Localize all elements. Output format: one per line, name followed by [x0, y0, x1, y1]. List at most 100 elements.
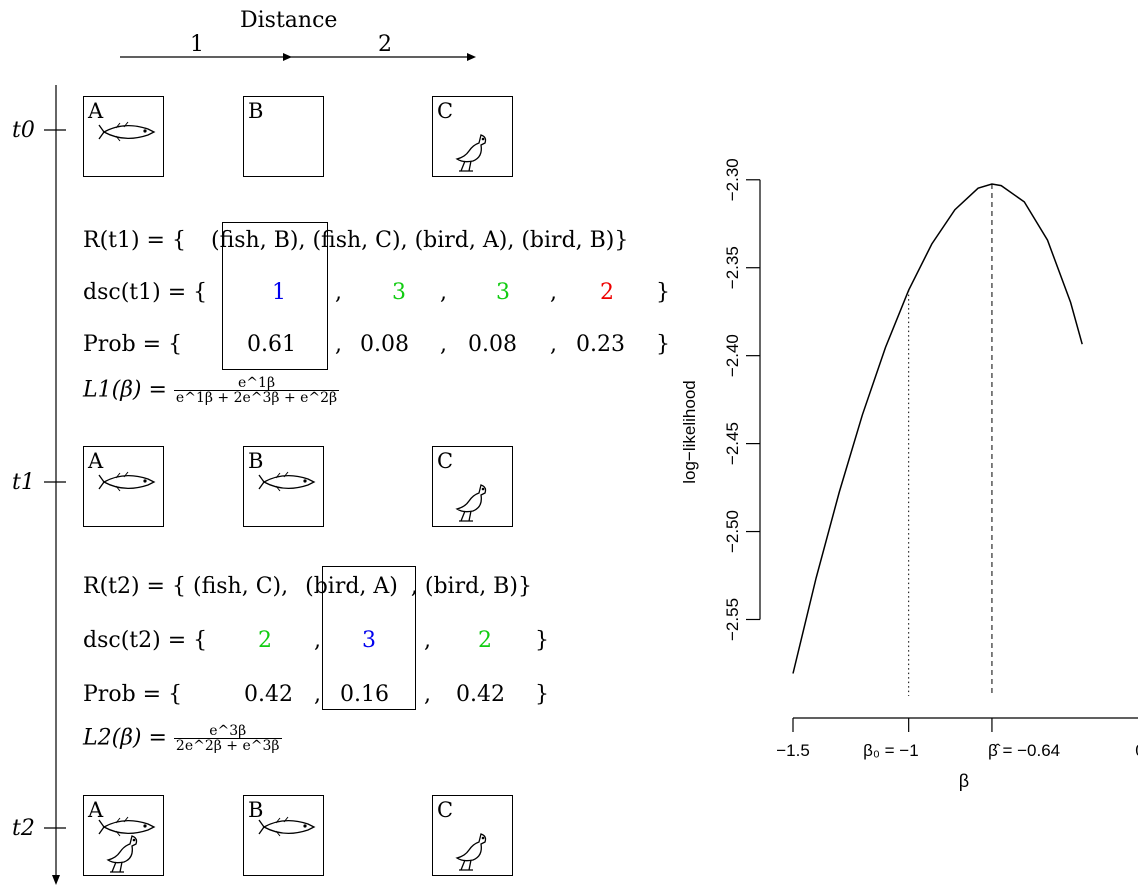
selected-event-t1-box [222, 222, 328, 370]
dsc-value: 2 [478, 628, 492, 653]
likelihood-t2-numerator: e^3β [173, 724, 282, 739]
likelihood-t1-numerator: e^1β [173, 376, 340, 391]
distance-title: Distance [240, 8, 338, 33]
log-likelihood-curve [792, 183, 1083, 674]
y-tick-label: −2.40 [723, 334, 742, 377]
y-tick-label: −2.30 [723, 158, 742, 201]
risk-term: (fish, C) [193, 574, 282, 599]
prob-value: 0.42 [456, 682, 505, 707]
fish-icon [98, 471, 156, 492]
likelihood-t1: L1(β) = e^1β e^1β + 2e^3β + e^2β [83, 376, 340, 406]
prob-value: 0.16 [340, 682, 389, 707]
location-label-C: C [437, 798, 454, 822]
dsc-value: 2 [600, 280, 614, 305]
location-box-C-t0: C [432, 96, 513, 177]
separator: , [550, 280, 557, 305]
separator: , [314, 628, 321, 653]
separator: } [656, 332, 670, 357]
risk-term: (fish, B) [211, 228, 299, 253]
risk-term: (bird, B) [424, 574, 518, 599]
location-label-B: B [248, 449, 264, 473]
y-axis: −2.30 −2.35 −2.40 −2.45 −2.50 −2.55 [723, 158, 761, 641]
location-label-C: C [437, 99, 454, 123]
x-tick-label: β₀ = −1 [863, 741, 919, 760]
time-label-t0: t0 [12, 118, 35, 143]
fish-icon [258, 816, 316, 837]
likelihood-t2-prefix: L2(β) = [83, 725, 167, 751]
location-box-B-t1: B [243, 446, 324, 527]
x-tick-label: −1.5 [776, 741, 810, 760]
fish-icon [98, 121, 156, 142]
time-label-t1: t1 [12, 470, 35, 495]
separator: , [335, 280, 342, 305]
risk-set-t1-prefix: R(t1) = { [83, 228, 186, 253]
likelihood-t1-prefix: L1(β) = [83, 377, 167, 403]
bird-icon [455, 134, 487, 172]
separator: } [535, 682, 549, 707]
separator: , [550, 332, 557, 357]
x-axis-label: β [959, 771, 969, 791]
distance-label-2: 2 [378, 32, 392, 57]
risk-term: (bird, A) [305, 574, 398, 599]
likelihood-t2: L2(β) = e^3β 2e^2β + e^3β [83, 724, 282, 753]
prob-value: 0.08 [468, 332, 517, 357]
location-label-B: B [248, 99, 264, 123]
distance-label-1: 1 [190, 32, 204, 57]
location-box-B-t0: B [243, 96, 324, 177]
separator: , [335, 332, 342, 357]
bird-icon [106, 835, 138, 873]
selected-event-t2-box [322, 566, 416, 710]
distance-axis [120, 53, 476, 61]
dsc-value: 3 [362, 628, 376, 653]
risk-term: (bird, A) [414, 228, 508, 253]
x-tick-label: β̂ = −0.64 [988, 741, 1060, 760]
dsc-t1: dsc(t1) = { [83, 282, 207, 304]
y-tick-label: −2.55 [723, 598, 742, 641]
dsc-t2-prefix: dsc(t2) = { [83, 628, 208, 653]
location-label-A: A [88, 798, 104, 822]
location-box-C-t1: C [432, 446, 513, 527]
location-box-C-t2: C [432, 795, 513, 876]
dsc-value: 3 [392, 280, 406, 305]
y-tick-label: −2.45 [723, 422, 742, 465]
x-tick-label: 0 [1135, 741, 1138, 760]
risk-term: (bird, B) [521, 228, 615, 253]
separator: , [424, 628, 431, 653]
y-axis-label: log−likelihood [680, 380, 699, 484]
time-label-t2: t2 [12, 816, 35, 841]
separator: , [424, 682, 431, 707]
location-label-A: A [88, 99, 104, 123]
location-box-A-t1: A [83, 446, 164, 527]
prob-t1-prefix: Prob = { [83, 332, 183, 357]
prob-t2-prefix: Prob = { [83, 682, 183, 707]
separator: , [440, 280, 447, 305]
prob-value: 0.42 [244, 682, 293, 707]
prob-value: 0.23 [576, 332, 625, 357]
dsc-t1-prefix: dsc(t1) = { [83, 280, 208, 305]
log-likelihood-chart: −2.30 −2.35 −2.40 −2.45 −2.50 −2.55 −1.5 β₀ = … [680, 158, 1138, 791]
bird-icon [455, 833, 487, 871]
risk-set-t1: R(t1) = { (fish, B), (fish, C), (bird, A… [83, 228, 629, 253]
location-label-C: C [437, 449, 454, 473]
y-tick-label: −2.35 [723, 246, 742, 289]
risk-set-t2: R(t2) = { (fish, C), (bird, A) , (bird, … [83, 574, 532, 599]
likelihood-t2-denominator: 2e^2β + e^3β [175, 738, 280, 754]
fish-icon [98, 816, 156, 837]
location-box-B-t2: B [243, 795, 324, 876]
dsc-value: 2 [258, 628, 272, 653]
time-axis [44, 85, 66, 885]
separator: , [440, 332, 447, 357]
y-tick-label: −2.50 [723, 510, 742, 553]
location-box-A-t2: A [83, 795, 164, 876]
location-box-A-t0: A [83, 96, 164, 177]
likelihood-t1-fraction: e^1β e^1β + 2e^3β + e^2β [173, 376, 340, 406]
prob-value: 0.08 [360, 332, 409, 357]
likelihood-t1-denominator: e^1β + 2e^3β + e^2β [175, 390, 338, 406]
separator: } [535, 628, 549, 653]
dsc-value: 3 [496, 280, 510, 305]
prob-value: 0.61 [247, 332, 296, 357]
bird-icon [455, 484, 487, 522]
risk-set-t2-prefix: R(t2) = { [83, 574, 186, 599]
x-axis: −1.5 β₀ = −1 β̂ = −0.64 0 [776, 717, 1138, 760]
dsc-t2: dsc(t2) = { [83, 630, 207, 652]
